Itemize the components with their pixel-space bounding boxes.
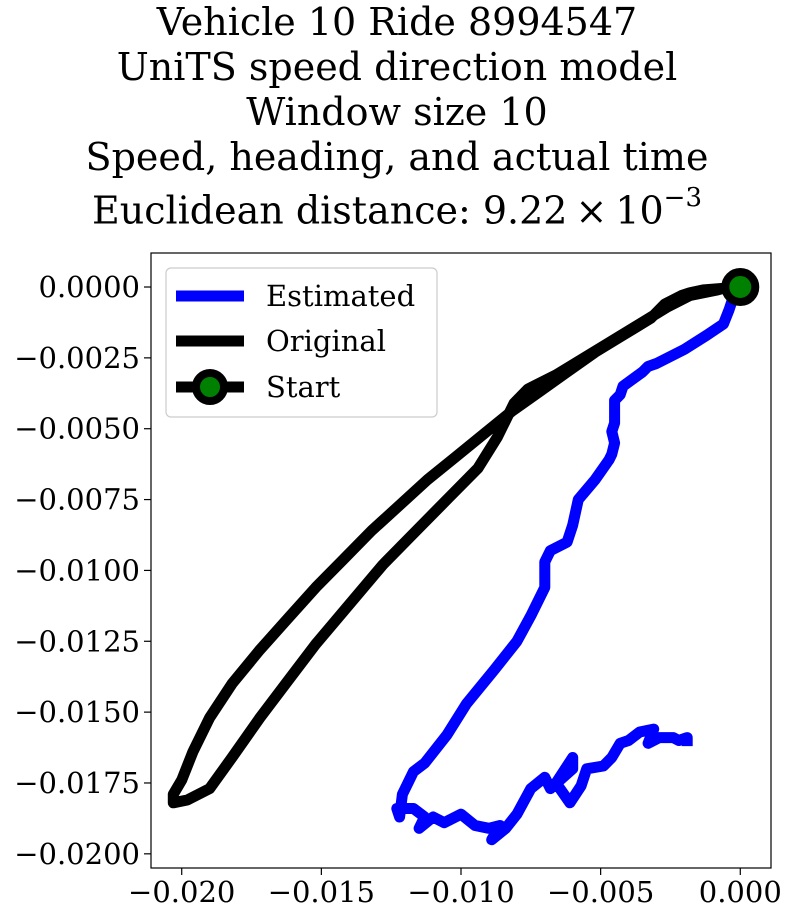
x-tick-label: −0.010 bbox=[407, 875, 514, 909]
title-line-4: Speed, heading, and actual time bbox=[85, 135, 709, 179]
title-distance-exponent: −3 bbox=[663, 183, 702, 213]
x-tick-label: −0.020 bbox=[128, 875, 235, 909]
y-tick-label: −0.0150 bbox=[14, 695, 140, 729]
tick-group: −0.020 −0.015 −0.010 −0.005 0.000 0.0000 −0.00… bbox=[14, 270, 782, 909]
title-line-2: UniTS speed direction model bbox=[116, 45, 678, 89]
title-distance-times: × bbox=[575, 188, 608, 233]
y-tick-label: −0.0100 bbox=[14, 553, 140, 587]
legend: Estimated Original Start bbox=[165, 267, 438, 418]
chart-title: Vehicle 10 Ride 8994547 UniTS speed dire… bbox=[0, 0, 794, 233]
axes-frame bbox=[150, 252, 772, 869]
y-tick-label: −0.0025 bbox=[14, 341, 140, 375]
series-estimated-line bbox=[391, 284, 746, 846]
y-tick-label: −0.0050 bbox=[14, 412, 140, 446]
x-tick-label: −0.015 bbox=[268, 875, 375, 909]
legend-label-estimated: Estimated bbox=[266, 279, 415, 313]
title-distance-base: 10 bbox=[615, 188, 664, 233]
marker-group bbox=[721, 268, 760, 307]
series-original-line bbox=[167, 275, 755, 809]
y-tick-label: 0.0000 bbox=[39, 270, 140, 304]
y-tick-label: −0.0075 bbox=[14, 483, 140, 517]
series-group bbox=[167, 275, 755, 846]
x-tick-label: −0.005 bbox=[547, 875, 654, 909]
title-line-3: Window size 10 bbox=[246, 90, 548, 134]
y-tick-label: −0.0125 bbox=[14, 624, 140, 658]
legend-label-start: Start bbox=[266, 370, 341, 404]
y-tick-label: −0.0175 bbox=[14, 766, 140, 800]
legend-start-marker bbox=[192, 369, 228, 405]
title-line-1: Vehicle 10 Ride 8994547 bbox=[156, 0, 638, 44]
title-line-5: Euclidean distance: 9.22 × 10−3 bbox=[0, 180, 794, 233]
legend-label-original: Original bbox=[266, 324, 386, 358]
x-tick-label: 0.000 bbox=[699, 875, 782, 909]
title-distance-prefix: Euclidean distance: 9.22 bbox=[92, 188, 568, 233]
start-marker bbox=[721, 268, 760, 307]
legend-box bbox=[165, 267, 438, 418]
y-tick-label: −0.0200 bbox=[14, 837, 140, 871]
